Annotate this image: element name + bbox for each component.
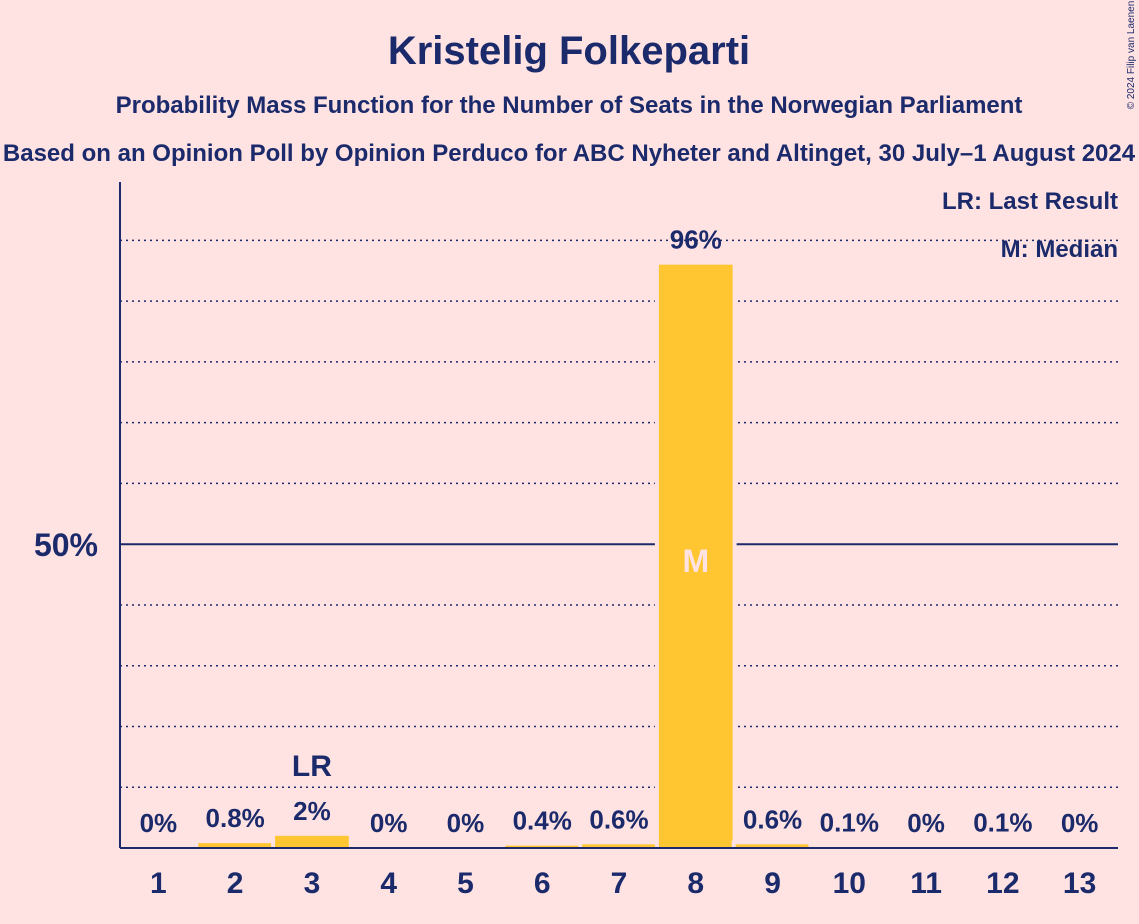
copyright-text: © 2024 Filip van Laenen [1126, 1, 1137, 110]
data-label: 96% [670, 225, 722, 255]
data-label: 0% [447, 808, 485, 838]
bar [658, 264, 733, 849]
bar [735, 844, 810, 848]
chart-subtitle: Probability Mass Function for the Number… [116, 92, 1023, 119]
x-tick-label: 2 [227, 867, 244, 900]
data-label: 0.8% [206, 803, 265, 833]
x-tick-label: 13 [1063, 867, 1096, 900]
bar-gap [578, 840, 660, 848]
last-result-marker: LR [292, 750, 332, 783]
data-label: 0% [1061, 808, 1099, 838]
x-tick-label: 12 [986, 867, 1019, 900]
data-label: 0.6% [743, 804, 802, 834]
x-tick-label: 5 [457, 867, 474, 900]
data-label: 0.6% [589, 804, 648, 834]
data-label: 0.1% [820, 807, 879, 837]
legend-median: M: Median [1001, 236, 1118, 263]
grid-lines [120, 239, 1118, 788]
bar [582, 844, 656, 848]
data-label: 0% [907, 808, 945, 838]
y-tick-label: 50% [34, 527, 98, 563]
x-tick-label: 6 [534, 867, 551, 900]
median-marker: M [682, 543, 709, 579]
x-tick-label: 3 [304, 867, 321, 900]
x-tick-label: 10 [833, 867, 866, 900]
bar-gap [731, 840, 814, 848]
x-tick-label: 11 [910, 867, 942, 900]
data-label: 0.1% [973, 807, 1032, 837]
legend-last-result: LR: Last Result [942, 188, 1118, 215]
x-tick-label: 8 [687, 867, 704, 900]
bar-gap [501, 841, 584, 848]
bar-gap [961, 843, 1044, 848]
bars [194, 260, 1044, 849]
x-tick-label: 4 [380, 867, 397, 900]
bar-gap [808, 843, 891, 848]
data-label: 0% [370, 808, 408, 838]
data-label: 2% [293, 796, 331, 826]
chart-title: Kristelig Folkeparti [388, 29, 750, 73]
x-tick-label: 9 [764, 867, 781, 900]
chart-subtitle-2: Based on an Opinion Poll by Opinion Perd… [3, 140, 1136, 167]
data-labels: 0% 0.8% 2% LR 0% 0% 0.4% 0.6% 96% M 0.6% 0.1% 0% 0.1%… [140, 225, 1099, 838]
bar [198, 843, 273, 848]
x-tick-label: 1 [150, 867, 167, 900]
data-label: 0% [140, 808, 178, 838]
x-tick-label: 7 [611, 867, 628, 900]
x-tick-labels: 1 2 3 4 5 6 7 8 9 10 11 12 13 [150, 867, 1096, 900]
data-label: 0.4% [513, 806, 572, 836]
bar [275, 835, 349, 848]
bar [505, 845, 580, 848]
